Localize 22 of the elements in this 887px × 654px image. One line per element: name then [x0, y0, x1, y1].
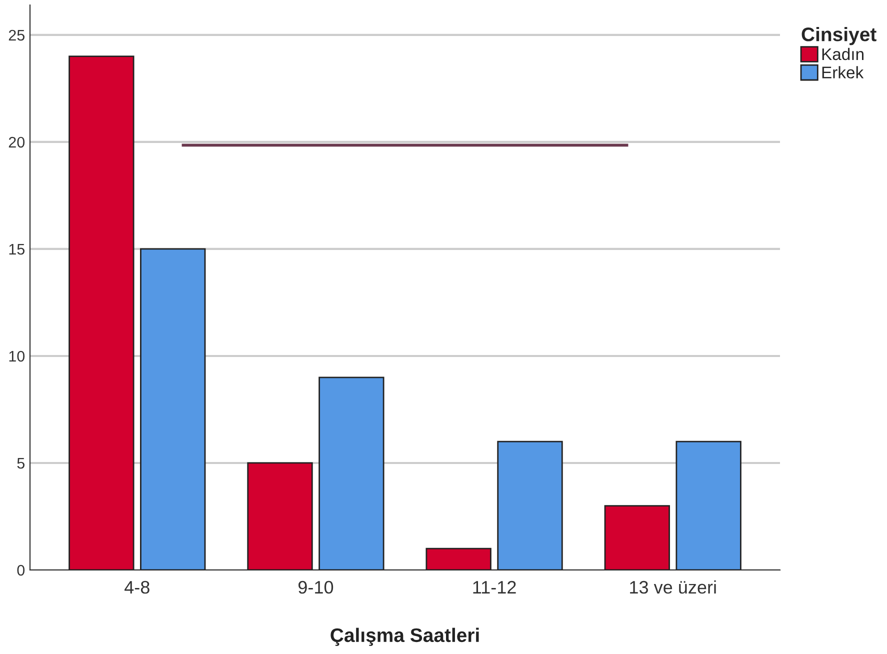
- x-tick-label: 13 ve üzeri: [630, 580, 716, 594]
- bar: [497, 440, 563, 570]
- bar: [140, 248, 206, 570]
- bar: [604, 505, 670, 570]
- x-tick-label: 11-12: [473, 580, 516, 594]
- legend-label: Erkek: [822, 66, 864, 78]
- bar: [676, 440, 742, 570]
- legend-title: Cinsiyet: [802, 27, 876, 46]
- y-tick-label: 20: [8, 136, 25, 148]
- y-tick-label: 10: [9, 350, 25, 362]
- bar: [68, 56, 134, 570]
- bar: [247, 462, 313, 570]
- y-tick-label: 25: [8, 30, 24, 41]
- legend-label: Kadın: [822, 48, 864, 60]
- bar: [426, 548, 492, 570]
- bar: [318, 376, 384, 570]
- y-tick-label: 15: [9, 244, 24, 255]
- x-tick-label: 9-10: [298, 580, 334, 594]
- y-tick-label: 0: [17, 564, 25, 576]
- y-tick-label: 5: [17, 458, 24, 469]
- x-axis-title: Çalışma Saatleri: [330, 628, 479, 646]
- x-tick-label: 4-8: [124, 580, 150, 594]
